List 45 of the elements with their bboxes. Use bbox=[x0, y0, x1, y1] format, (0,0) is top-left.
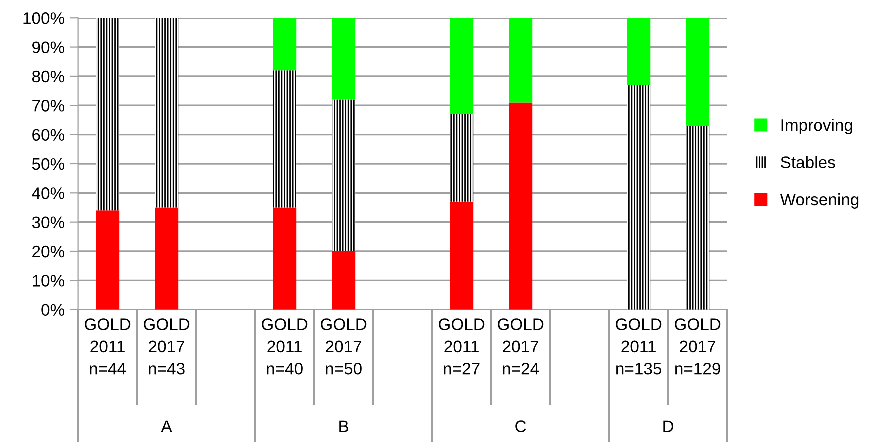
y-tick-label: 30% bbox=[32, 216, 65, 229]
y-tick-label: 20% bbox=[32, 246, 65, 258]
bar bbox=[627, 85, 651, 310]
bar bbox=[155, 18, 179, 208]
bar bbox=[509, 102, 533, 310]
bar bbox=[96, 18, 120, 211]
bar bbox=[273, 208, 297, 310]
legend-label: Stables bbox=[781, 156, 836, 168]
text: B bbox=[340, 420, 348, 432]
bar bbox=[450, 202, 474, 310]
legend-label: Improving bbox=[782, 119, 852, 135]
legend-label: Worsening bbox=[780, 193, 859, 209]
bar bbox=[273, 18, 297, 71]
x-tick-label: GOLD 2017 n=50 bbox=[321, 318, 367, 375]
y-tick-label: 40% bbox=[32, 188, 65, 200]
bar bbox=[450, 114, 474, 202]
text: D bbox=[664, 420, 674, 432]
text: C bbox=[516, 420, 526, 432]
bar bbox=[96, 210, 120, 310]
bar bbox=[332, 252, 356, 310]
y-tick-label: 60% bbox=[32, 129, 65, 142]
x-tick-label: GOLD 2011 n=40 bbox=[262, 318, 308, 375]
bar bbox=[686, 126, 710, 310]
x-tick-label: GOLD 2017 n=24 bbox=[498, 318, 544, 375]
bar bbox=[273, 70, 297, 208]
y-tick-label: 0% bbox=[42, 304, 65, 316]
text: A bbox=[161, 420, 172, 432]
bar bbox=[509, 18, 533, 103]
bar bbox=[450, 18, 474, 114]
x-tick-label: GOLD 2017 n=129 bbox=[675, 318, 721, 375]
bar bbox=[332, 18, 356, 100]
y-tick-label: 70% bbox=[32, 100, 65, 112]
y-tick-label: 80% bbox=[32, 70, 65, 83]
y-tick-label: 100% bbox=[24, 12, 65, 24]
y-tick-label: 50% bbox=[32, 158, 65, 170]
bar bbox=[155, 208, 179, 310]
x-tick-label: GOLD 2011 n=44 bbox=[85, 318, 131, 375]
x-tick-label: GOLD 2011 n=135 bbox=[616, 318, 662, 375]
y-tick-label: 10% bbox=[33, 275, 65, 287]
bar bbox=[686, 18, 710, 126]
bar bbox=[332, 100, 356, 252]
y-tick-label: 90% bbox=[32, 42, 65, 54]
x-tick-label: GOLD 2017 n=43 bbox=[144, 318, 190, 375]
x-tick-label: GOLD 2011 n=27 bbox=[439, 318, 485, 375]
bar bbox=[627, 18, 651, 86]
